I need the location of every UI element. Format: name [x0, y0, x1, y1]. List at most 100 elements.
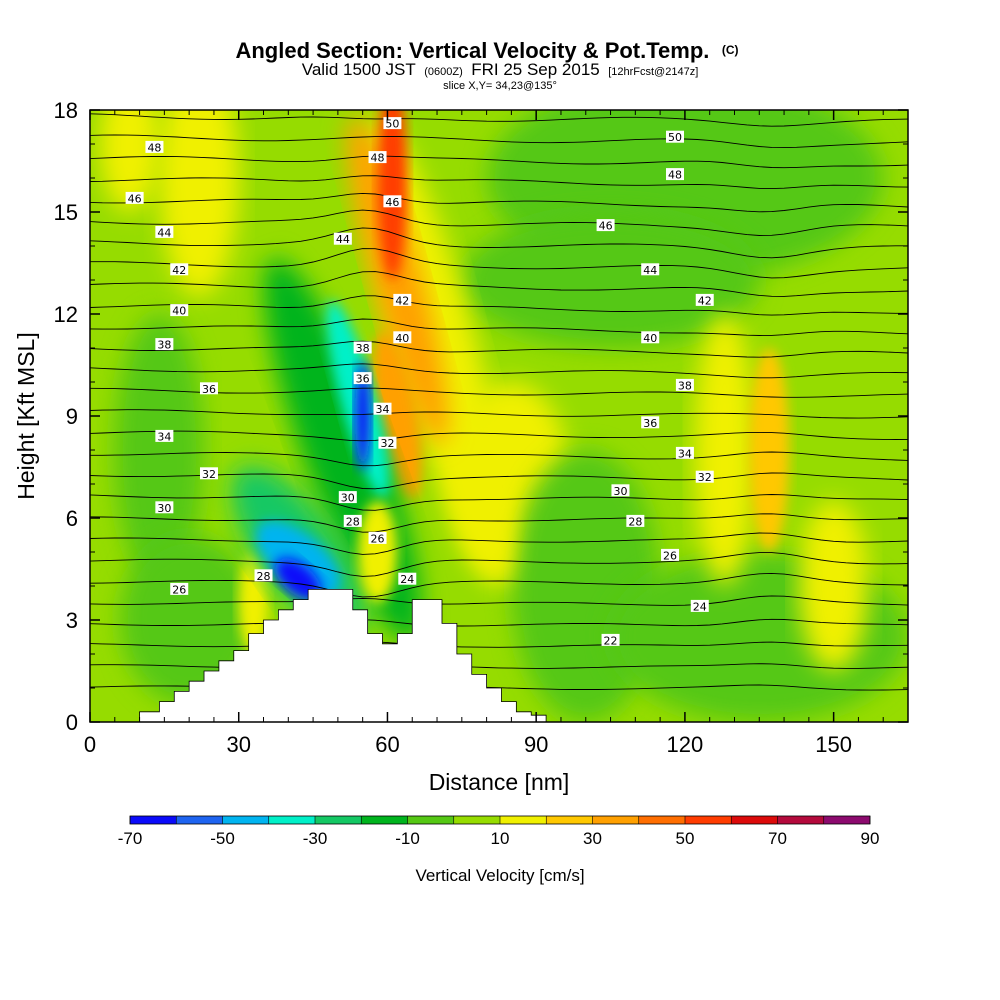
contour-label-text: 36	[643, 417, 657, 430]
theta-contour-line	[90, 387, 908, 398]
chart-subtitle: Valid 1500 JST (0600Z) FRI 25 Sep 2015 […	[302, 60, 699, 79]
colorbar-swatch	[176, 816, 223, 824]
contour-label: 46	[383, 195, 402, 209]
contour-label: 32	[199, 467, 218, 481]
contour-label: 40	[393, 331, 412, 345]
contour-label: 24	[690, 599, 709, 613]
x-axis-label: Distance [nm]	[429, 769, 570, 795]
x-tick-label: 120	[667, 732, 704, 757]
field-blue-downdraft-core	[355, 361, 371, 471]
colorbar-swatch	[268, 816, 315, 824]
contour-label: 38	[675, 378, 694, 392]
contour-label: 40	[170, 304, 189, 318]
contour-label: 50	[383, 117, 402, 131]
contour-label-text: 42	[395, 294, 409, 307]
contour-label: 38	[155, 338, 174, 352]
theta-contour-line	[90, 318, 908, 336]
contour-label-text: 40	[172, 305, 186, 318]
colorbar-label: Vertical Velocity [cm/s]	[415, 866, 584, 885]
field-cyan-low-downdraft	[256, 520, 341, 597]
colorbar-tick-label: 70	[768, 829, 787, 848]
contour-label: 42	[695, 293, 714, 307]
contour-label: 30	[611, 484, 630, 498]
colorbar-swatch	[823, 816, 870, 824]
colorbar-tick-label: 50	[676, 829, 695, 848]
contour-label-text: 32	[202, 468, 216, 481]
contour-label-text: 42	[698, 294, 712, 307]
theta-contour-line	[90, 430, 908, 442]
colorbar-swatch	[453, 816, 500, 824]
theta-contour-line	[90, 113, 908, 127]
y-tick-label: 0	[66, 710, 78, 735]
colorbar-tick-label: 30	[583, 829, 602, 848]
theta-contour-line	[90, 595, 908, 606]
theta-contour-line	[90, 363, 908, 379]
contour-label-text: 30	[157, 502, 171, 515]
theta-contour-line	[90, 192, 908, 213]
theta-contour-line	[90, 513, 908, 533]
contour-label: 44	[333, 232, 352, 246]
contour-label-text: 44	[336, 233, 350, 246]
y-tick-label: 9	[66, 404, 78, 429]
colorbar-swatch	[731, 816, 778, 824]
contour-label: 28	[626, 514, 645, 528]
contour-label-text: 38	[157, 339, 171, 352]
theta-contour-line	[90, 641, 908, 648]
valid-date: FRI 25 Sep 2015	[471, 60, 600, 79]
theta-contour-line	[90, 572, 908, 598]
theta-contour-line	[90, 209, 908, 236]
contour-label: 36	[199, 382, 218, 396]
theta-contour-line	[90, 155, 908, 169]
contour-label-text: 28	[628, 515, 642, 528]
contour-label-text: 26	[172, 583, 186, 596]
theta-contour-line	[90, 227, 908, 259]
contour-label: 28	[343, 514, 362, 528]
contour-label-text: 50	[385, 118, 399, 131]
contour-label-text: 46	[128, 192, 142, 205]
x-tick-label: 0	[84, 732, 96, 757]
contour-label-text: 44	[643, 264, 657, 277]
colorbar-swatch	[407, 816, 454, 824]
plot-area: 50 48 48 46 46 44 44 42 42 40 40 38 38 36 36 34 34 32 32 30…	[90, 110, 908, 722]
theta-contour-line	[90, 409, 908, 419]
contour-label: 40	[641, 331, 660, 345]
theta-contour-line	[90, 451, 908, 467]
contour-label-text: 34	[678, 447, 692, 460]
y-tick-label: 18	[54, 98, 78, 123]
y-tick-label: 3	[66, 608, 78, 633]
colorbar-swatch	[685, 816, 732, 824]
contour-label-text: 48	[371, 152, 385, 165]
y-tick-label: 6	[66, 506, 78, 531]
contour-label: 44	[641, 263, 660, 277]
contour-label-text: 32	[380, 437, 394, 450]
colorbar-tick-label: -50	[210, 829, 235, 848]
contour-label-text: 26	[371, 532, 385, 545]
colorbar-swatch	[592, 816, 639, 824]
contour-label-text: 50	[668, 131, 682, 144]
contour-label-text: 30	[341, 492, 355, 505]
terrain-mask	[90, 589, 908, 722]
valid-utc: (0600Z)	[424, 66, 463, 78]
contour-label: 48	[665, 168, 684, 182]
colorbar-swatch	[638, 816, 685, 824]
contour-label: 32	[695, 470, 714, 484]
theta-contour-line	[90, 340, 908, 358]
colorbar-swatch	[130, 816, 177, 824]
contour-label-text: 38	[356, 342, 370, 355]
contour-label-text: 42	[172, 264, 186, 277]
contour-label-text: 40	[643, 332, 657, 345]
contour-label-text: 40	[395, 332, 409, 345]
contour-label: 22	[601, 633, 620, 647]
theta-contour-line	[90, 271, 908, 297]
forecast-info: [12hrFcst@2147z]	[608, 66, 698, 78]
theta-contour-line	[90, 532, 908, 555]
colorbar-swatch	[546, 816, 593, 824]
chart-title-main: Angled Section: Vertical Velocity & Pot.…	[235, 38, 709, 63]
x-tick-label: 30	[226, 732, 250, 757]
contour-label: 24	[398, 572, 417, 586]
contour-label: 48	[368, 151, 387, 165]
contour-label-text: 28	[257, 570, 271, 583]
contour-label: 42	[393, 293, 412, 307]
contour-label: 26	[170, 582, 189, 596]
colorbar: -70 -50 -30 -10 10 30 50 70 90	[118, 815, 879, 848]
